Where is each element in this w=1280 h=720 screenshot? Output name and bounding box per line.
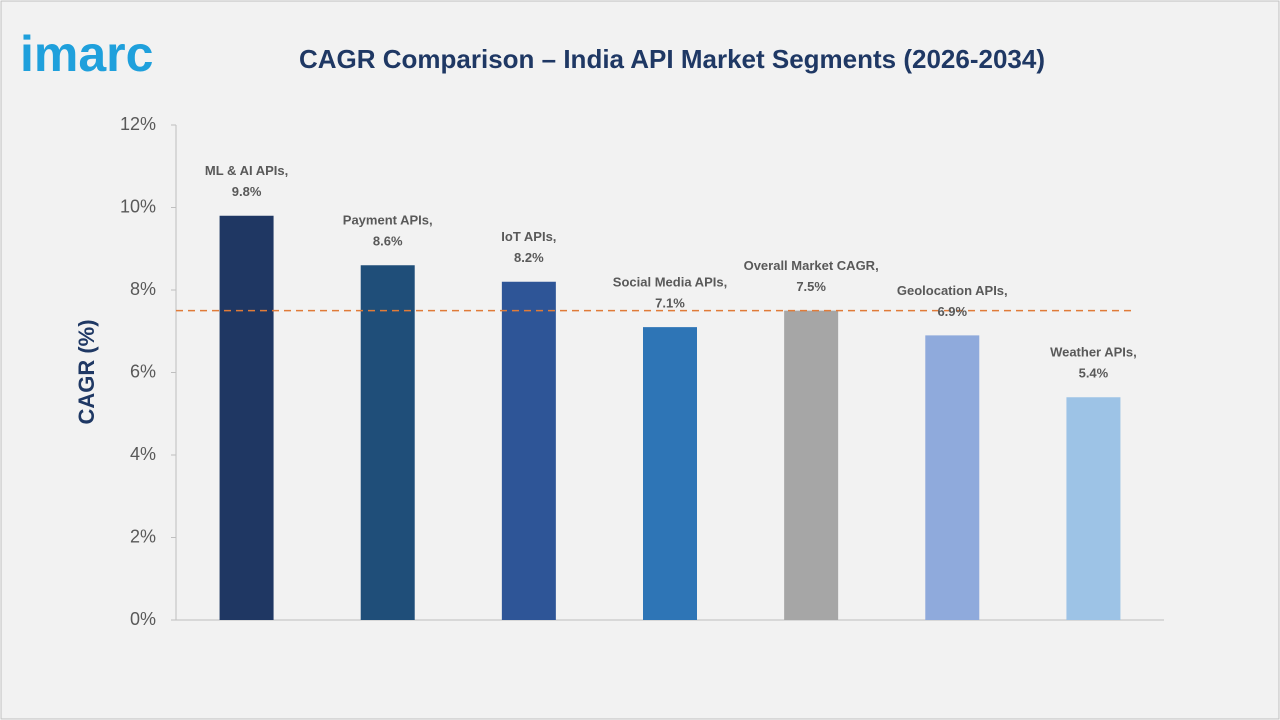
y-tick-label: 2%	[130, 526, 156, 546]
bar	[925, 335, 980, 620]
bar	[784, 310, 839, 620]
bar	[1066, 397, 1121, 620]
y-tick-label: 12%	[120, 114, 156, 134]
y-tick-label: 4%	[130, 444, 156, 464]
y-tick-label: 10%	[120, 196, 156, 216]
category-label: Geolocation APIs,	[897, 283, 1008, 298]
value-label: 9.8%	[232, 184, 262, 199]
bar	[219, 215, 274, 620]
category-label: Overall Market CAGR,	[744, 258, 879, 273]
chart-title: CAGR Comparison – India API Market Segme…	[299, 44, 1045, 74]
category-label: Social Media APIs,	[613, 275, 727, 290]
category-label: Weather APIs,	[1050, 345, 1137, 360]
value-label: 7.5%	[796, 279, 826, 294]
y-tick-label: 6%	[130, 361, 156, 381]
value-label: 5.4%	[1079, 366, 1109, 381]
y-axis-title: CAGR (%)	[74, 319, 99, 424]
bar	[501, 281, 556, 620]
value-label: 6.9%	[937, 304, 967, 319]
value-label: 7.1%	[655, 296, 685, 311]
value-label: 8.2%	[514, 250, 544, 265]
category-label: Payment APIs,	[343, 213, 433, 228]
bar	[360, 265, 415, 620]
logo: imarc	[20, 26, 153, 82]
y-tick-label: 8%	[130, 279, 156, 299]
category-label: IoT APIs,	[501, 229, 556, 244]
bar	[643, 327, 697, 620]
category-label: ML & AI APIs,	[205, 163, 288, 178]
value-label: 8.6%	[373, 234, 403, 249]
y-tick-label: 0%	[130, 609, 156, 629]
